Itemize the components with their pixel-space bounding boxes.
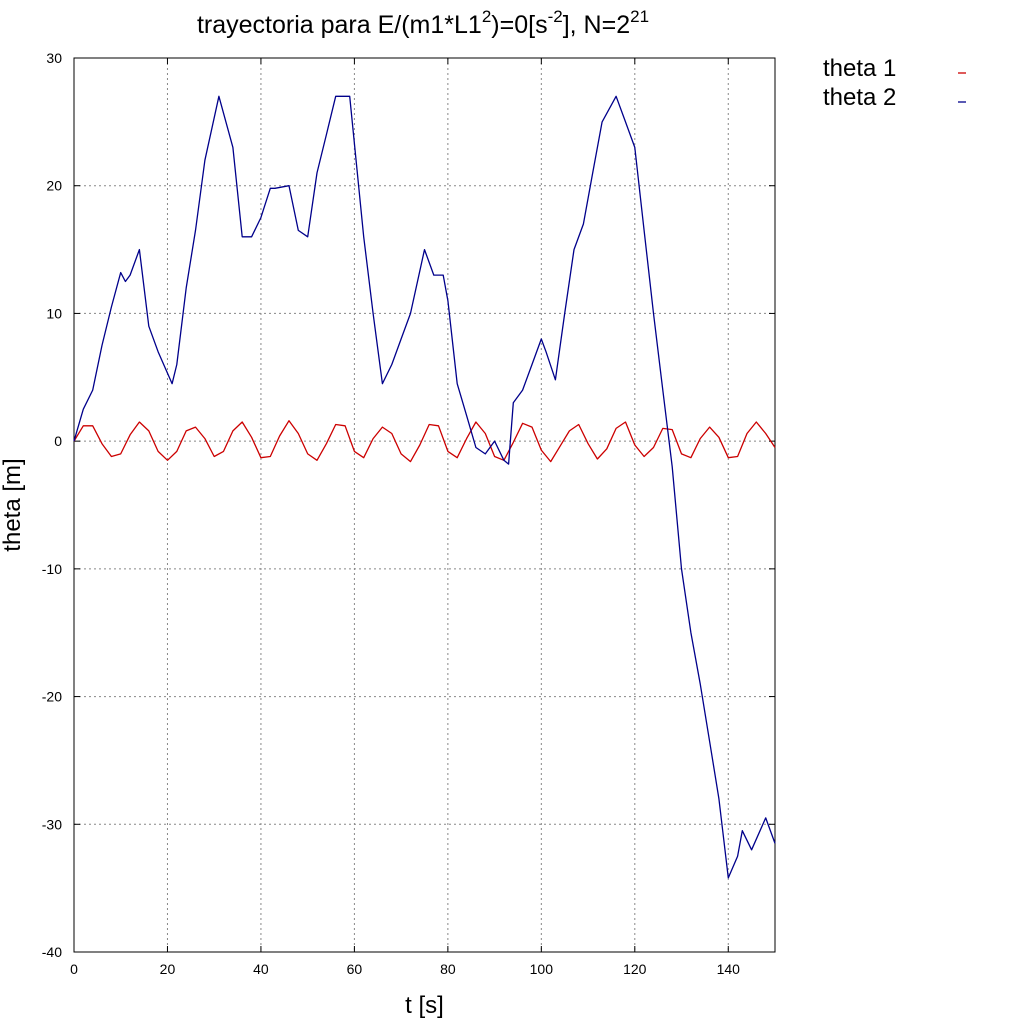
grid-lines — [74, 58, 775, 952]
axis-ticks: 0 20 40 60 80 100 120 140 -40 -30 -20 -10 0 10 20 30 — [42, 50, 775, 977]
series-line-2 — [73, 95, 776, 879]
x-tick-label: 100 — [530, 961, 554, 977]
y-axis-title: theta [m] — [0, 458, 26, 551]
y-tick-label: 30 — [46, 50, 62, 66]
x-tick-label: 60 — [347, 961, 363, 977]
y-tick-label: -20 — [42, 689, 62, 705]
y-tick-label: 10 — [46, 305, 62, 321]
legend-label: theta 2 — [823, 84, 896, 111]
x-axis-title: t [s] — [405, 992, 444, 1019]
x-tick-label: 120 — [623, 961, 647, 977]
y-tick-label: 0 — [54, 433, 62, 449]
chart-title: trayectoria para E/(m1*L12)=0[s-2], N=22… — [197, 7, 649, 39]
x-tick-label: 140 — [717, 961, 741, 977]
y-tick-label: -10 — [42, 561, 62, 577]
x-tick-label: 20 — [160, 961, 176, 977]
series-line-1 — [73, 420, 776, 463]
series-layer — [73, 95, 776, 879]
y-tick-label: 20 — [46, 178, 62, 194]
y-tick-label: -30 — [42, 816, 62, 832]
x-tick-label: 0 — [70, 961, 78, 977]
legend-label: theta 1 — [823, 55, 896, 82]
y-tick-label: -40 — [42, 944, 62, 960]
plot-frame — [73, 57, 776, 953]
x-tick-label: 80 — [440, 961, 456, 977]
x-tick-label: 40 — [253, 961, 269, 977]
